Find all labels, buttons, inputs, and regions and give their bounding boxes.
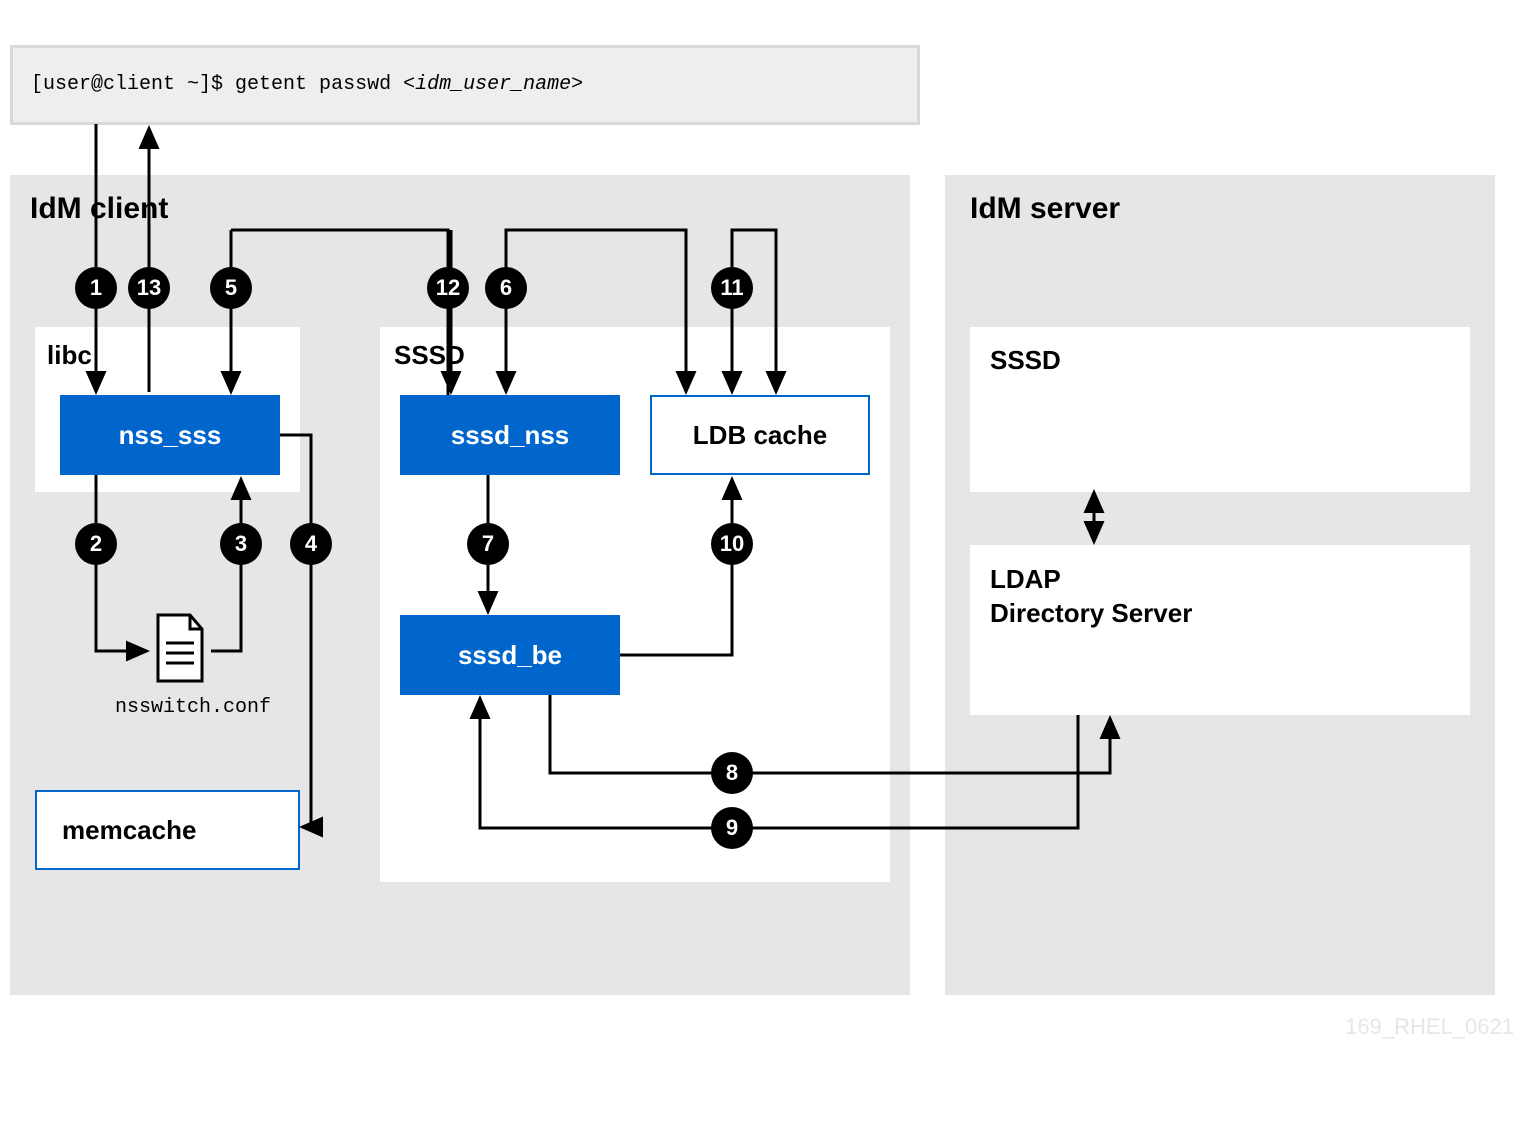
file-icon — [150, 613, 210, 683]
command-box: [user@client ~]$ getent passwd <idm_user… — [10, 45, 920, 125]
step-3: 3 — [220, 523, 262, 565]
step-2: 2 — [75, 523, 117, 565]
ldap-label-line1: LDAP — [990, 564, 1061, 594]
sssd-client-label: SSSD — [394, 340, 465, 371]
ldap-label-line2: Directory Server — [990, 598, 1192, 628]
step-10: 10 — [711, 523, 753, 565]
nsswitch-label: nsswitch.conf — [115, 696, 245, 719]
command-text: [user@client ~]$ getent passwd <idm_user… — [31, 73, 583, 96]
step-5: 5 — [210, 267, 252, 309]
nss-sss-box: nss_sss — [60, 395, 280, 475]
watermark: 169_RHEL_0621 — [1345, 1014, 1514, 1040]
ldap-panel: LDAP Directory Server — [970, 545, 1470, 715]
step-6: 6 — [485, 267, 527, 309]
step-13: 13 — [128, 267, 170, 309]
step-8: 8 — [711, 752, 753, 794]
step-1: 1 — [75, 267, 117, 309]
step-9: 9 — [711, 807, 753, 849]
sssd-nss-box: sssd_nss — [400, 395, 620, 475]
step-12: 12 — [427, 267, 469, 309]
nsswitch-file: nsswitch.conf — [115, 613, 245, 719]
ldb-cache-box: LDB cache — [650, 395, 870, 475]
sssd-server-label: SSSD — [990, 345, 1061, 376]
client-title: IdM client — [30, 192, 168, 226]
memcache-box: memcache — [35, 790, 300, 870]
step-11: 11 — [711, 267, 753, 309]
diagram-canvas: [user@client ~]$ getent passwd <idm_user… — [0, 0, 1520, 1140]
step-7: 7 — [467, 523, 509, 565]
sssd-be-box: sssd_be — [400, 615, 620, 695]
server-title: IdM server — [970, 192, 1120, 226]
step-4: 4 — [290, 523, 332, 565]
libc-label: libc — [47, 340, 92, 371]
